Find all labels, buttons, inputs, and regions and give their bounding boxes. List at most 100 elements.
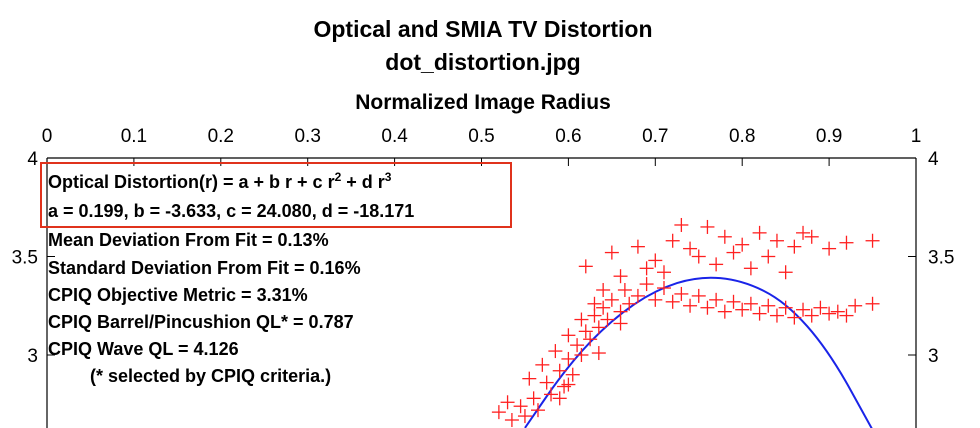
scatter-point: [561, 351, 576, 366]
scatter-point: [561, 377, 576, 392]
y-tick-label-left: 3: [27, 346, 38, 367]
x-axis-label: Normalized Image Radius: [355, 91, 611, 114]
scatter-point: [600, 312, 615, 327]
scatter-point: [752, 306, 767, 321]
cpiq-metric-text: CPIQ Objective Metric = 3.31%: [48, 285, 308, 305]
mean-deviation-text: Mean Deviation From Fit = 0.13%: [48, 230, 329, 250]
scatter-point: [656, 281, 671, 296]
scatter-point: [735, 237, 750, 252]
chart-subtitle: dot_distortion.jpg: [385, 49, 581, 75]
scatter-point: [787, 310, 802, 325]
scatter-point: [787, 239, 802, 254]
scatter-point: [504, 413, 519, 428]
scatter-point: [596, 282, 611, 297]
scatter-point: [583, 332, 598, 347]
formula-text: Optical Distortion(r) = a + b r + c r2 +…: [48, 170, 392, 192]
scatter-point: [604, 245, 619, 260]
scatter-point: [674, 286, 689, 301]
scatter-point: [561, 328, 576, 343]
scatter-point: [578, 259, 593, 274]
scatter-point: [617, 282, 632, 297]
scatter-point: [630, 239, 645, 254]
scatter-point: [778, 300, 793, 315]
scatter-point: [591, 320, 606, 335]
scatter-point: [717, 304, 732, 319]
x-tick-label: 0.9: [816, 126, 842, 147]
scatter-point: [796, 302, 811, 317]
scatter-point: [613, 269, 628, 284]
scatter-point: [500, 395, 515, 410]
x-tick-label: 0.5: [468, 126, 494, 147]
scatter-point: [822, 306, 837, 321]
scatter-point: [591, 346, 606, 361]
x-tick-label: 0.6: [555, 126, 581, 147]
x-tick-label: 0.7: [642, 126, 668, 147]
scatter-point: [530, 403, 545, 418]
scatter-point: [796, 225, 811, 240]
y-tick-label-left: 3.5: [12, 248, 38, 269]
scatter-point: [513, 399, 528, 414]
scatter-point: [526, 391, 541, 406]
scatter-point: [639, 261, 654, 276]
scatter-point: [830, 304, 845, 319]
y-tick-label-right: 3: [928, 346, 939, 367]
scatter-point: [752, 225, 767, 240]
scatter-point: [674, 217, 689, 232]
scatter-point: [552, 391, 567, 406]
scatter-point: [839, 235, 854, 250]
scatter-point: [700, 219, 715, 234]
scatter-point: [804, 308, 819, 323]
scatter-point: [517, 409, 532, 424]
cpiq-barrel-text: CPIQ Barrel/Pincushion QL* = 0.787: [48, 312, 354, 332]
scatter-point: [865, 296, 880, 311]
scatter-point: [604, 292, 619, 307]
y-tick-label-left: 4: [27, 149, 38, 170]
formula-highlight-box: [40, 162, 512, 228]
scatter-point: [630, 288, 645, 303]
y-tick-label-right: 3.5: [928, 248, 954, 269]
fit-curve: [524, 276, 873, 428]
scatter-point: [656, 265, 671, 280]
scatter-point: [726, 245, 741, 260]
x-tick-label: 0: [42, 126, 53, 147]
scatter-point: [574, 348, 589, 362]
scatter-point: [665, 233, 680, 248]
x-tick-label: 0.3: [294, 126, 320, 147]
scatter-point: [683, 241, 698, 256]
scatter-point: [691, 249, 706, 264]
scatter-point: [691, 288, 706, 303]
scatter-point: [587, 296, 602, 311]
x-tick-label: 1: [911, 126, 922, 147]
chart-title: Optical and SMIA TV Distortion: [313, 16, 653, 42]
scatter-point: [565, 367, 580, 382]
scatter-point: [761, 298, 776, 313]
cpiq-note-text: (* selected by CPIQ criteria.): [90, 366, 332, 386]
scatter-point: [709, 292, 724, 307]
scatter-point: [735, 302, 750, 317]
scatter-point: [587, 308, 602, 323]
scatter-point: [804, 229, 819, 244]
scatter-point: [552, 363, 567, 378]
scatter-point: [848, 298, 863, 313]
scatter-point: [778, 265, 793, 280]
y-tick-label-right: 4: [928, 149, 939, 170]
scatter-point: [839, 308, 854, 323]
scatter-point: [535, 357, 550, 372]
scatter-point: [613, 316, 628, 331]
scatter-point: [544, 387, 559, 402]
scatter-point: [648, 253, 663, 268]
x-tick-label: 0.2: [208, 126, 234, 147]
scatter-point: [570, 338, 585, 353]
x-tick-label: 0.1: [121, 126, 147, 147]
scatter-point: [578, 324, 593, 339]
scatter-point: [822, 241, 837, 256]
scatter-point: [709, 257, 724, 272]
scatter-point: [865, 233, 880, 248]
scatter-point: [726, 294, 741, 309]
std-deviation-text: Standard Deviation From Fit = 0.16%: [48, 258, 361, 278]
scatter-point: [639, 277, 654, 292]
scatter-point: [613, 304, 628, 319]
scatter-point: [769, 233, 784, 248]
x-tick-label: 0.4: [381, 126, 408, 147]
